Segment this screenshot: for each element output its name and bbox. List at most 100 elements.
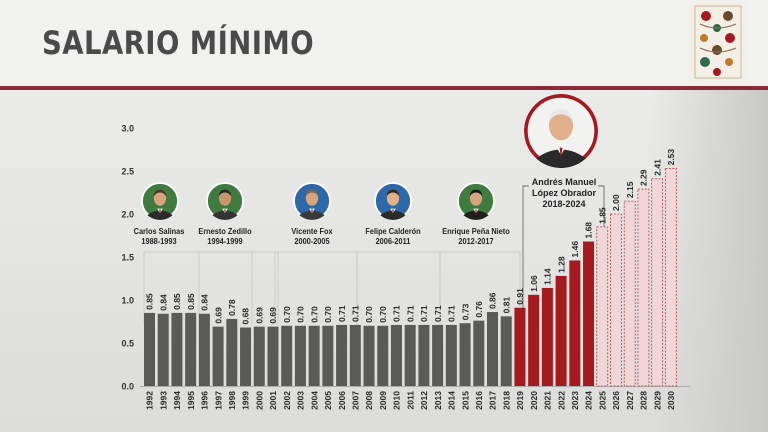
- bar-2024: [583, 241, 595, 386]
- portrait-illustration: [293, 182, 331, 220]
- value-label-2030: 2.53: [666, 149, 676, 166]
- value-labels: 0.85 0.84 0.85 0.85 0.840.69 0.780.68 0.69 0.69…: [145, 149, 676, 325]
- bar-1998: [226, 318, 238, 386]
- bar-2029: [651, 178, 664, 387]
- bar-2010: [390, 324, 402, 386]
- bar-1994: [171, 312, 183, 386]
- value-label-1998: 0.78: [227, 299, 237, 316]
- bar-2002: [281, 325, 293, 386]
- portrait-zedillo: [206, 182, 244, 220]
- president-label-zedillo: Ernesto Zedillo 1994-1999: [170, 227, 280, 247]
- portrait-amlo: [524, 94, 598, 168]
- x-tick-label-2008: 2008: [364, 391, 374, 410]
- bar-2026: [610, 213, 622, 387]
- portrait-illustration: [206, 182, 244, 220]
- value-label-2018: 0.81: [501, 297, 511, 314]
- bar-2013: [432, 324, 444, 386]
- portrait-fox: [293, 182, 331, 220]
- bar-2017: [487, 312, 498, 386]
- portrait-tie: [311, 209, 313, 216]
- value-label-2010: 0.71: [392, 305, 402, 322]
- x-tick-label-2023: 2023: [570, 391, 580, 410]
- x-tick-label-2012: 2012: [419, 391, 429, 410]
- value-label-2001: 0.69: [268, 307, 278, 324]
- value-label-2025: 1.85: [597, 207, 607, 224]
- x-tick-label-2000: 2000: [254, 391, 264, 410]
- bar-1996: [198, 313, 210, 386]
- president-label-fox: Vicente Fox 2000-2005: [257, 227, 367, 247]
- bar-2012: [418, 324, 430, 386]
- value-label-2024: 1.68: [584, 222, 594, 239]
- x-tick-label-1993: 1993: [158, 391, 168, 410]
- x-tick-label-2024: 2024: [584, 391, 594, 410]
- value-label-2005: 0.70: [323, 306, 333, 323]
- value-label-2016: 0.76: [474, 301, 484, 318]
- portrait-face: [386, 190, 400, 206]
- president-years: 1994-1999: [207, 237, 243, 246]
- value-label-1999: 0.68: [241, 308, 251, 325]
- value-label-2022: 1.28: [556, 256, 566, 273]
- value-label-2007: 0.71: [351, 305, 361, 322]
- president-years: 2006-2011: [375, 237, 411, 246]
- x-tick-label-2001: 2001: [268, 391, 278, 410]
- x-tick-label-2006: 2006: [337, 391, 347, 410]
- x-tick-label-1999: 1999: [241, 391, 251, 410]
- x-tick-label-2005: 2005: [323, 391, 333, 410]
- y-axis: 0.0 0.5 1.0 1.5 2.0 2.5 3.0: [121, 124, 690, 392]
- value-label-2027: 2.15: [625, 181, 635, 198]
- portrait-illustration: [457, 182, 495, 220]
- president-name: Ernesto Zedillo: [198, 227, 252, 236]
- president-years: 1988-1993: [141, 237, 177, 246]
- y-tick-label: 3.0: [121, 124, 134, 134]
- x-tick-label-1994: 1994: [172, 391, 182, 410]
- bar-1995: [185, 312, 197, 386]
- term-bracket-amlo: [522, 185, 605, 310]
- x-axis: 1992 1993 1994 1995 1996 1997 1998 1999 2000 2001…: [145, 391, 676, 410]
- portrait-hair: [469, 189, 483, 197]
- bar-2030: [664, 168, 677, 387]
- bar-2005: [322, 325, 334, 386]
- value-label-2021: 1.14: [543, 268, 553, 285]
- value-label-2003: 0.70: [296, 306, 306, 323]
- portrait-illustration: [524, 94, 598, 168]
- president-label-calderon: Felipe Calderón 2006-2011: [338, 227, 448, 247]
- term-bracket: [198, 251, 279, 325]
- president-name: Enrique Peña Nieto: [442, 227, 510, 236]
- portrait-face: [469, 190, 483, 206]
- president-name: Vicente Fox: [291, 227, 333, 236]
- term-bracket: [439, 251, 521, 325]
- portrait-tie: [559, 147, 563, 159]
- president-years: 2018-2024: [542, 199, 586, 209]
- bar-2023: [569, 260, 581, 386]
- bar-2001: [267, 326, 279, 386]
- value-label-2008: 0.70: [364, 306, 374, 323]
- portrait-calderon: [374, 182, 412, 220]
- value-label-1994: 0.85: [172, 293, 182, 310]
- x-tick-label-2020: 2020: [529, 391, 539, 410]
- bar-1993: [157, 313, 169, 386]
- value-label-1992: 0.85: [145, 293, 155, 310]
- y-tick-label: 2.0: [121, 210, 134, 220]
- president-label-salinas: Carlos Salinas 1988-1993: [104, 227, 214, 247]
- x-tick-label-2025: 2025: [597, 391, 607, 410]
- portrait-face: [218, 190, 232, 206]
- x-tick-label-2014: 2014: [447, 391, 457, 410]
- bar-2000: [253, 326, 265, 386]
- portrait-salinas: [141, 182, 179, 220]
- portrait-face: [548, 110, 574, 141]
- x-tick-label-1997: 1997: [213, 391, 223, 410]
- value-label-2004: 0.70: [309, 306, 319, 323]
- y-tick-label: 2.5: [121, 167, 134, 177]
- x-tick-label-2017: 2017: [488, 391, 498, 410]
- portrait-illustration: [141, 182, 179, 220]
- bar-2028: [637, 188, 650, 387]
- x-tick-label-2004: 2004: [309, 391, 319, 410]
- value-label-2012: 0.71: [419, 305, 429, 322]
- value-label-2009: 0.70: [378, 306, 388, 323]
- value-label-2023: 1.46: [570, 241, 580, 258]
- value-label-2029: 2.41: [652, 159, 662, 176]
- bar-1992: [144, 312, 155, 386]
- president-name: Carlos Salinas: [133, 227, 185, 236]
- x-tick-label-2019: 2019: [515, 391, 525, 410]
